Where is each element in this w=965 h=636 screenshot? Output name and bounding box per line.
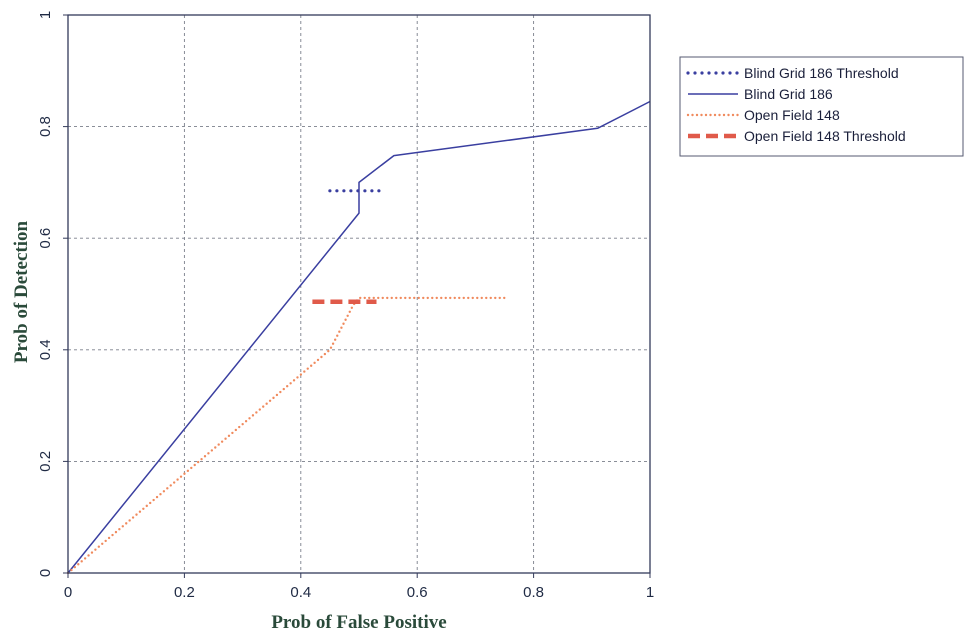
legend-label-blind-grid-186-threshold: Blind Grid 186 Threshold: [744, 65, 899, 81]
y-tick-label: 0.8: [37, 116, 54, 137]
x-tick-label: 0: [64, 584, 72, 601]
y-tick-label: 0.2: [37, 451, 54, 472]
y-tick-label: 0: [37, 569, 54, 577]
y-axis-title: Prob of Detection: [11, 221, 32, 364]
y-tick-label: 1: [37, 11, 54, 19]
x-tick-label: 0.2: [174, 584, 195, 601]
x-tick-label: 0.8: [523, 584, 544, 601]
x-tick-label: 0.6: [407, 584, 428, 601]
legend-label-open-field-148-threshold: Open Field 148 Threshold: [744, 128, 906, 144]
legend-label-blind-grid-186: Blind Grid 186: [744, 86, 833, 102]
legend: Blind Grid 186 Threshold Blind Grid 186 Op…: [679, 56, 964, 157]
legend-label-open-field-148: Open Field 148: [744, 107, 840, 123]
series-lines: [66, 100, 651, 575]
grid-lines: [68, 15, 650, 573]
series-open-field-148: [66, 296, 506, 575]
y-tick-label: 0.6: [37, 228, 54, 249]
series-blind-grid-186: [67, 100, 651, 574]
x-tick-label: 1: [646, 584, 654, 601]
x-tick-label: 0.4: [290, 584, 311, 601]
x-axis-title: Prob of False Positive: [271, 612, 446, 633]
plot-frame: [67, 14, 651, 574]
y-tick-label: 0.4: [37, 339, 54, 360]
tick-labels: 0 0.2 0.4 0.6 0.8 1 0 0.2 0.4 0.6 0.8 1: [37, 11, 654, 601]
legend-box: [679, 56, 964, 157]
